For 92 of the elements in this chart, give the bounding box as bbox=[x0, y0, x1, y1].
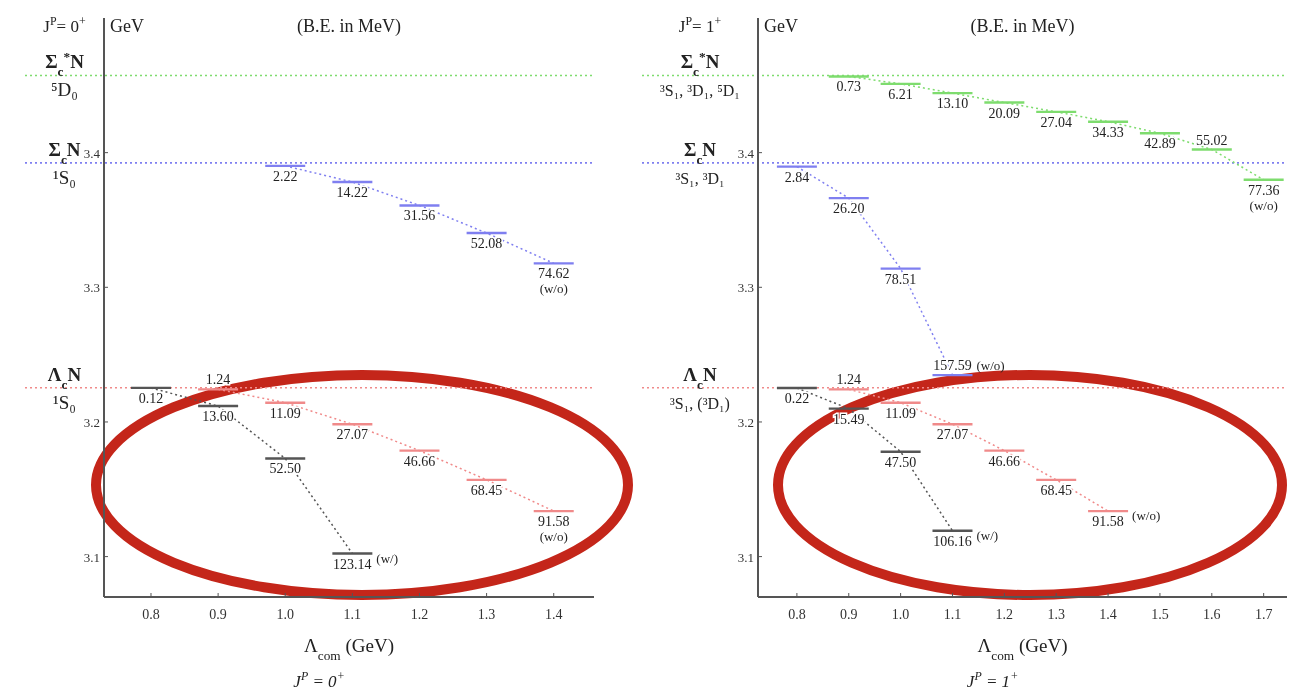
y-tick-label: 3.3 bbox=[737, 280, 754, 296]
x-tick-label: 1.0 bbox=[891, 607, 910, 622]
x-tick-label: 1.3 bbox=[1047, 607, 1065, 622]
annotation: 123.14 bbox=[333, 556, 372, 572]
annotation: (w/o) bbox=[539, 529, 568, 545]
y-tick-label: 3.4 bbox=[737, 145, 755, 161]
annotation: 78.51 bbox=[884, 271, 917, 287]
ref-line-label: Λ$_{c}$N bbox=[683, 363, 717, 392]
annotation: 157.59 bbox=[933, 358, 972, 374]
annotation: ³S₁, (³D₁) bbox=[670, 394, 730, 413]
annotation: 14.22 bbox=[336, 185, 369, 201]
chart-subtitle: (B.E. in MeV) bbox=[297, 16, 401, 37]
annotation: 91.58 bbox=[1092, 514, 1124, 530]
x-tick-label: 1.7 bbox=[1254, 607, 1273, 622]
annotation: ³S₁, ³D₁ bbox=[675, 169, 725, 187]
annotation: 1.24 bbox=[836, 372, 862, 388]
ref-line-label: Σ$_{c}$N bbox=[48, 138, 81, 167]
annotation: 34.33 bbox=[1092, 124, 1124, 140]
y-tick-label: 3.1 bbox=[83, 549, 100, 565]
y-tick-label: 3.3 bbox=[83, 280, 100, 296]
annotation: (w/o) bbox=[1249, 197, 1278, 213]
annotation: 91.58 bbox=[537, 514, 570, 530]
annotation: 68.45 bbox=[1040, 482, 1072, 498]
annotation: 15.49 bbox=[833, 411, 865, 427]
x-tick-label: 0.8 bbox=[142, 607, 160, 622]
annotation: 11.09 bbox=[885, 405, 917, 421]
annotation: (w/) bbox=[376, 550, 399, 566]
x-tick-label: 1.1 bbox=[943, 607, 962, 622]
annotation: 27.07 bbox=[936, 427, 969, 443]
y-axis-title: GeV bbox=[764, 16, 798, 36]
annotation: 77.36 bbox=[1247, 182, 1280, 198]
annotation: 27.07 bbox=[336, 427, 369, 443]
x-tick-label: 1.4 bbox=[1099, 607, 1117, 622]
x-tick-label: 1.2 bbox=[410, 607, 429, 622]
annotation: 42.89 bbox=[1144, 136, 1176, 152]
annotation: 2.84 bbox=[784, 169, 810, 185]
annotation: 106.16 bbox=[933, 533, 972, 549]
x-tick-label: 1.1 bbox=[343, 607, 362, 622]
x-axis-title: Λ$_{com}$ (GeV) bbox=[304, 635, 394, 663]
annotation: 46.66 bbox=[988, 453, 1021, 469]
ref-line-label: Σ$_{c}$$^{*}$N bbox=[45, 49, 85, 79]
chart-title: J$^{P}$= 0$^{+}$ bbox=[43, 14, 86, 36]
annotation: 20.09 bbox=[988, 105, 1021, 121]
annotation: 68.45 bbox=[470, 482, 503, 498]
annotation: 1.24 bbox=[205, 372, 231, 388]
annotation: ⁵D₀ bbox=[51, 79, 78, 101]
chart-subtitle: (B.E. in MeV) bbox=[970, 16, 1075, 37]
annotation: 52.50 bbox=[269, 461, 301, 477]
annotation: (w/) bbox=[976, 527, 999, 543]
text: J$^{P}$ = 0$^{+}$ bbox=[293, 669, 345, 691]
annotation: 31.56 bbox=[403, 208, 436, 224]
x-tick-label: 1.3 bbox=[477, 607, 496, 622]
x-tick-label: 0.8 bbox=[788, 607, 806, 622]
annotation: ¹S₀ bbox=[53, 166, 76, 188]
x-tick-label: 1.6 bbox=[1203, 607, 1221, 622]
y-axis-title: GeV bbox=[110, 16, 144, 36]
y-tick-label: 3.2 bbox=[737, 414, 754, 430]
annotation: ³S₁, ³D₁, ⁵D₁ bbox=[660, 82, 740, 100]
annotation: 74.62 bbox=[537, 266, 570, 282]
annotation: 27.04 bbox=[1040, 114, 1072, 130]
annotation: 0.73 bbox=[836, 79, 862, 95]
x-tick-label: 1.5 bbox=[1151, 607, 1169, 622]
annotation: 2.22 bbox=[272, 168, 298, 184]
x-tick-label: 1.0 bbox=[276, 607, 294, 622]
x-tick-label: 0.9 bbox=[840, 607, 858, 622]
ref-line-label: Σ$_{c}$$^{*}$N bbox=[680, 49, 720, 79]
text: J$^{P}$ = 1$^{+}$ bbox=[966, 669, 1019, 691]
x-tick-label: 1.2 bbox=[995, 607, 1014, 622]
annotation: 52.08 bbox=[470, 236, 503, 252]
annotation: 46.66 bbox=[403, 453, 436, 469]
x-axis-title: Λ$_{com}$ (GeV) bbox=[977, 635, 1068, 663]
y-tick-label: 3.2 bbox=[83, 414, 100, 430]
annotation: 0.12 bbox=[138, 390, 164, 406]
y-tick-label: 3.4 bbox=[83, 145, 101, 161]
annotation: 11.09 bbox=[269, 405, 301, 421]
y-tick-label: 3.1 bbox=[737, 549, 754, 565]
annotation: (w/o) bbox=[976, 358, 1005, 374]
annotation: 13.10 bbox=[936, 96, 969, 112]
x-tick-label: 1.4 bbox=[544, 607, 563, 622]
annotation: 0.22 bbox=[784, 391, 810, 407]
x-tick-label: 0.9 bbox=[209, 607, 227, 622]
annotation: 55.02 bbox=[1196, 132, 1228, 148]
annotation: 13.60 bbox=[202, 409, 234, 425]
annotation: 6.21 bbox=[888, 86, 913, 102]
annotation: 26.20 bbox=[833, 201, 865, 217]
chart-title: J$^{P}$= 1$^{+}$ bbox=[678, 14, 722, 36]
ref-line-label: Λ$_{c}$N bbox=[47, 363, 82, 392]
annotation: 47.50 bbox=[884, 454, 917, 470]
annotation: (w/o) bbox=[539, 281, 568, 297]
ref-line-label: Σ$_{c}$N bbox=[683, 138, 717, 167]
annotation: (w/o) bbox=[1132, 508, 1161, 524]
annotation: ¹S₀ bbox=[53, 391, 76, 413]
